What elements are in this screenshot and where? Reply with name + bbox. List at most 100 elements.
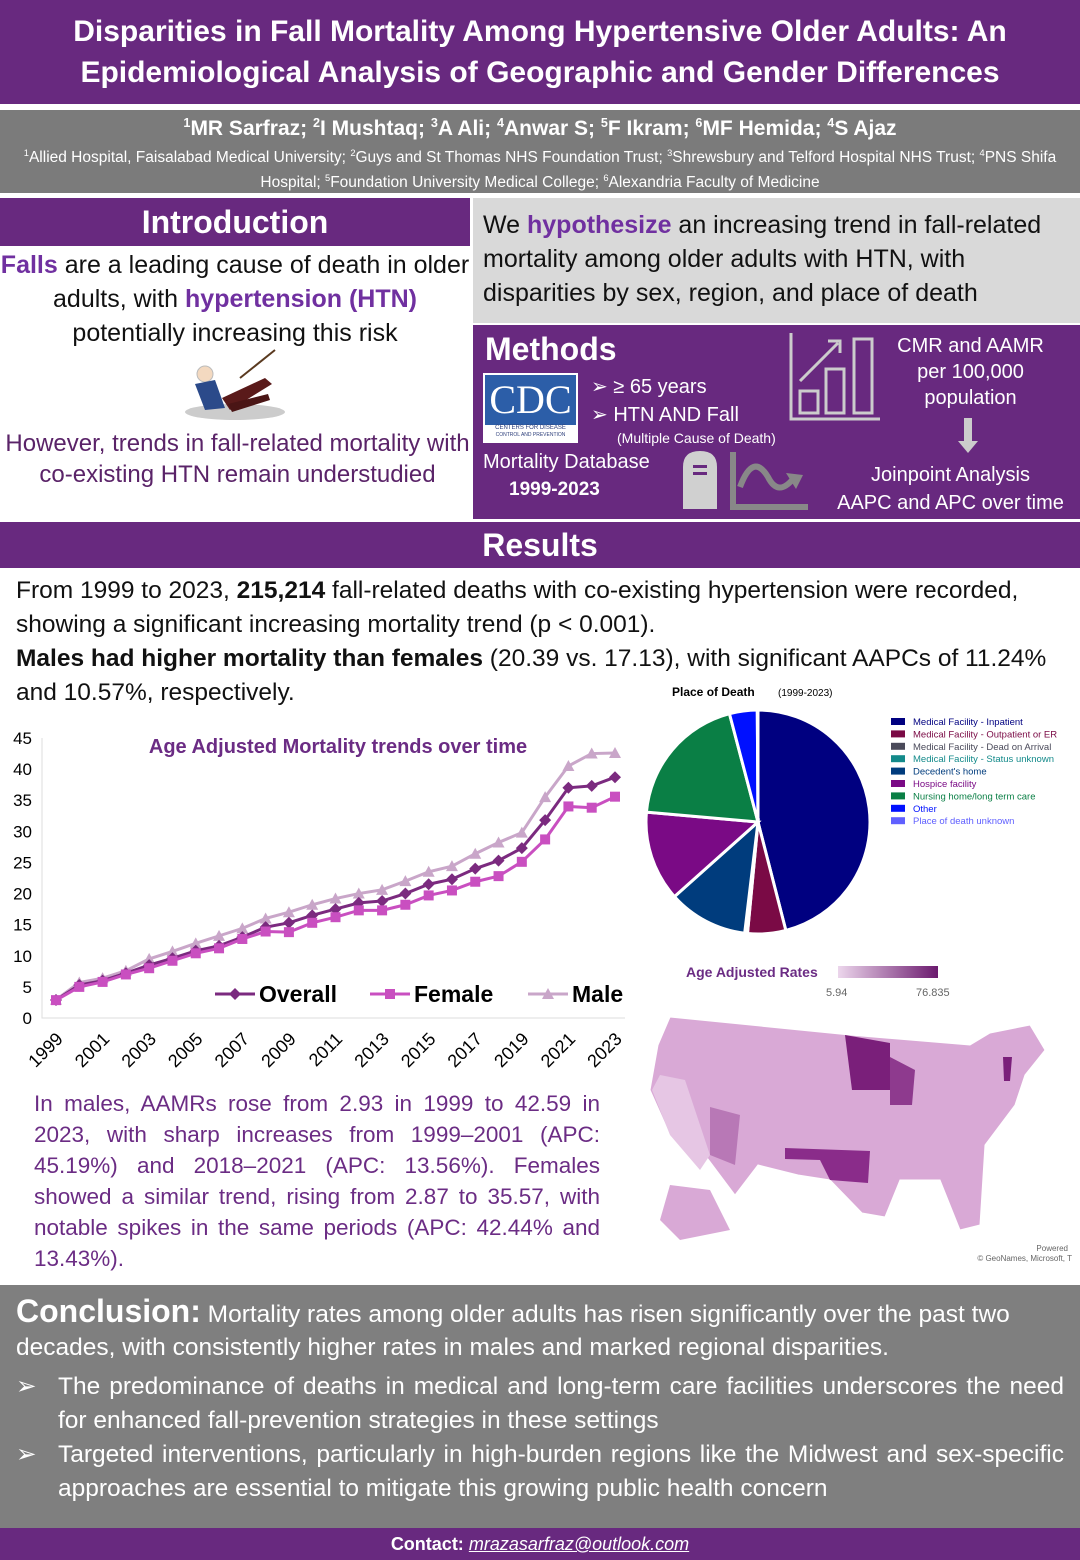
- data-point-female: [423, 890, 434, 901]
- map-color-scale: [838, 966, 938, 978]
- map-state-nevada: [710, 1107, 740, 1165]
- y-tick-label: 5: [23, 978, 32, 997]
- data-point-male: [352, 887, 365, 899]
- data-point-overall: [492, 854, 505, 867]
- y-tick-label: 20: [13, 885, 32, 904]
- introduction-gap-text: However, trends in fall-related mortalit…: [5, 430, 470, 488]
- map-state-california: [652, 1075, 710, 1170]
- data-point-male: [492, 836, 505, 848]
- x-tick-label: 2011: [305, 1029, 347, 1071]
- cdc-logo-text: CDC: [485, 375, 576, 425]
- highlight-htn: hypertension (HTN): [185, 285, 417, 313]
- affiliation: 5Foundation University Medical College;: [325, 173, 603, 191]
- y-tick-label: 35: [13, 791, 32, 810]
- series-line-overall: [55, 775, 616, 1002]
- data-point-female: [470, 876, 481, 887]
- y-tick-label: 25: [13, 853, 32, 872]
- author-sup: 5: [600, 116, 608, 130]
- map-title: Age Adjusted Rates: [686, 964, 818, 980]
- x-tick-label: 2007: [211, 1029, 253, 1071]
- data-point-male: [539, 791, 552, 803]
- x-tick-label: 2013: [350, 1029, 392, 1071]
- affiliation-sup: 4: [979, 148, 985, 158]
- author-sup: 3: [430, 116, 438, 130]
- data-point-overall: [609, 771, 621, 784]
- data-point-male: [445, 860, 458, 872]
- highlight-hypothesize: hypothesize: [527, 211, 672, 239]
- data-point-female: [563, 801, 574, 812]
- y-tick-label: 40: [13, 760, 32, 779]
- introduction-heading: Introduction: [0, 198, 470, 246]
- legend-label: Medical Facility - Status unknown: [913, 754, 1054, 765]
- data-point-male: [399, 875, 412, 887]
- data-point-male: [143, 952, 156, 964]
- legend-swatch: [891, 755, 905, 763]
- data-point-female: [400, 899, 411, 910]
- legend-marker: [542, 988, 554, 999]
- pie-slice: [755, 708, 760, 823]
- legend-marker: [229, 988, 241, 1000]
- data-point-female: [190, 948, 201, 959]
- data-point-female: [237, 933, 248, 944]
- legend-label: Place of death unknown: [913, 816, 1014, 827]
- data-point-female: [97, 976, 108, 987]
- intro-text-part: potentially increasing this risk: [72, 319, 398, 347]
- data-point-female: [516, 856, 527, 867]
- data-point-female: [353, 905, 364, 916]
- author-name: Anwar S;: [504, 117, 596, 140]
- data-point-female: [214, 943, 225, 954]
- affiliation: 3Shrewsbury and Telford Hospital NHS Tru…: [667, 148, 979, 166]
- database-years: 1999-2023: [509, 479, 600, 500]
- legend-label: Other: [913, 804, 937, 815]
- map-credit: Powered: [1036, 1244, 1068, 1253]
- affiliation: 4PNS Shifa Hospital;: [260, 148, 1057, 192]
- arrow-bullet-icon: ➢: [16, 1441, 37, 1468]
- scale-max: 76.835: [916, 987, 950, 999]
- pie-title: Place of Death: [672, 685, 755, 699]
- x-tick-label: 2021: [537, 1029, 579, 1071]
- data-point-male: [585, 747, 598, 759]
- x-tick-label: 2001: [71, 1029, 113, 1071]
- affiliation: 6Alexandria Faculty of Medicine: [603, 173, 820, 192]
- legend-swatch: [891, 742, 905, 750]
- y-tick-label: 10: [13, 947, 32, 966]
- x-tick-label: 2003: [118, 1029, 160, 1071]
- legend-label: Nursing home/long term care: [913, 791, 1036, 802]
- data-point-male: [329, 892, 342, 904]
- affiliation-sup: 1: [23, 148, 29, 158]
- data-point-male: [515, 826, 528, 838]
- pie-slice: [644, 810, 762, 899]
- author-sup: 1: [183, 116, 191, 130]
- author-name: I Mushtaq;: [320, 117, 425, 140]
- contact-email-link[interactable]: mrazasarfraz@outlook.com: [468, 1534, 690, 1554]
- criteria-item: ➢ ≥ 65 years: [591, 376, 707, 398]
- conclusion-lead: Conclusion: Mortality rates among older …: [16, 1295, 1064, 1364]
- hypothesis-text: an increasing trend in fall-related mort…: [483, 211, 1042, 307]
- data-point-male: [469, 847, 482, 859]
- bullet-text: The predominance of deaths in medical an…: [58, 1373, 1064, 1434]
- chart-title: Age Adjusted Mortality trends over time: [149, 736, 527, 758]
- y-tick-label: 15: [13, 916, 32, 935]
- contact-label: Contact:: [390, 1534, 464, 1554]
- affiliation-text: PNS Shifa Hospital;: [260, 149, 1057, 192]
- criteria-item: ➢ HTN AND Fall: [591, 404, 739, 426]
- map-state-alaska: [660, 1185, 730, 1240]
- cdc-logo-sub: CONTROL AND PREVENTION: [495, 432, 566, 438]
- legend-label: Hospice facility: [913, 779, 977, 790]
- hypothesis-text: We: [483, 211, 527, 239]
- data-point-overall: [422, 878, 435, 891]
- author-name: F Ikram;: [607, 117, 690, 140]
- data-point-male: [306, 898, 319, 910]
- data-point-female: [74, 981, 85, 992]
- author-sup: 6: [695, 116, 703, 130]
- legend-swatch: [891, 730, 905, 738]
- map-credit: © GeoNames, Microsoft, T: [977, 1254, 1072, 1263]
- data-point-female: [120, 969, 131, 980]
- affiliation-text: Alexandria Faculty of Medicine: [608, 174, 820, 192]
- introduction-text: Falls are a leading cause of death in ol…: [0, 248, 470, 350]
- data-point-female: [260, 926, 271, 937]
- place-of-death-pie-chart: Place of Death (1999-2023) Medical Facilit…: [644, 685, 1057, 936]
- legend-label: Medical Facility - Dead on Arrival: [913, 742, 1051, 753]
- poster-title: Disparities in Fall Mortality Among Hype…: [0, 0, 1080, 104]
- results-text: fall-related deaths with co-existing hyp…: [16, 577, 1019, 638]
